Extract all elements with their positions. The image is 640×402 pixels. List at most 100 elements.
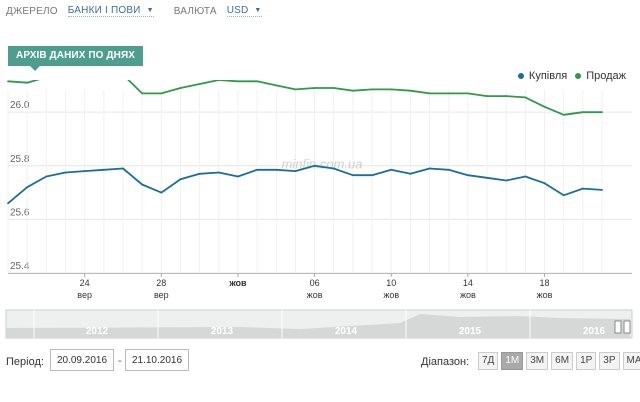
sell-rate-point	[543, 105, 546, 108]
currency-select[interactable]: USD ▼	[226, 5, 262, 17]
buy-rate-point	[64, 171, 67, 174]
range-button-4[interactable]: 1Р	[576, 352, 597, 370]
buy-rate-point	[543, 182, 546, 185]
watermark: minfin.com.ua	[282, 156, 363, 171]
sell-rate-point	[581, 111, 584, 114]
sell-rate-point	[256, 80, 258, 83]
currency-select-value: USD	[226, 5, 249, 16]
sell-rate-point	[7, 80, 9, 83]
sell-rate-point	[26, 81, 29, 84]
buy-rate-point	[332, 167, 335, 170]
buy-rate-point	[428, 167, 431, 170]
sell-rate-point	[217, 80, 220, 81]
buy-rate-point	[466, 174, 469, 177]
buy-rate-point	[562, 194, 565, 197]
y-tick-label: 25.4	[10, 261, 30, 272]
x-tick-day: 24	[80, 278, 90, 288]
range-button-6[interactable]: MAX	[622, 352, 640, 370]
y-tick-label: 25.6	[10, 207, 30, 218]
sell-rate-point	[352, 89, 354, 92]
sell-rate-point	[371, 88, 373, 91]
x-tick-month: вер	[77, 290, 92, 300]
buy-rate-point	[198, 172, 201, 175]
buy-rate-point	[313, 164, 316, 167]
sell-rate-point	[409, 89, 412, 92]
sell-rate-point	[486, 95, 488, 97]
legend-item-sell[interactable]: Продаж	[575, 70, 626, 82]
buy-rate-point	[141, 183, 144, 186]
x-tick-month: жов	[460, 290, 476, 300]
sell-rate-point	[562, 113, 565, 116]
source-select[interactable]: БАНКИ І ПОВИ ▼	[67, 5, 154, 17]
sell-rate-point	[237, 80, 239, 83]
buy-rate-point	[275, 168, 278, 171]
rate-chart: 25.4 25.6 25.8 26.0 24 вер 28 вер жов 06 жов 10 жов 1…	[5, 80, 633, 339]
x-tick-month: жов	[228, 278, 247, 288]
x-tick-day: 06	[310, 278, 320, 288]
sell-rate-point	[466, 92, 469, 95]
buy-rate-point	[45, 175, 48, 178]
sell-rate-point	[505, 95, 508, 97]
period-label: Період:	[6, 356, 44, 368]
buy-rate-point	[102, 168, 105, 171]
x-tick-month: жов	[307, 290, 323, 300]
source-label: ДЖЕРЕЛО	[6, 5, 58, 17]
x-tick-day: 28	[156, 278, 166, 288]
range-label: Діапазон:	[421, 356, 470, 368]
buy-rate-point	[237, 175, 239, 178]
buy-rate-point	[352, 174, 354, 177]
buy-rate-point	[505, 179, 508, 182]
buy-rate-point	[524, 175, 527, 178]
sell-rate-point	[198, 83, 201, 85]
x-tick-day: 10	[386, 278, 396, 288]
chevron-down-icon: ▼	[146, 7, 154, 14]
navigator-year-label: 2015	[459, 326, 482, 337]
source-select-value: БАНКИ І ПОВИ	[67, 5, 141, 16]
buy-rate-point	[486, 176, 488, 179]
date-separator: -	[118, 355, 122, 367]
legend-dot-sell	[575, 73, 582, 79]
range-buttons: 7Д1М3М6М1Р3РMAX	[478, 352, 640, 370]
buy-rate-point	[122, 167, 124, 170]
y-tick-label: 26.0	[10, 100, 30, 111]
buy-rate-point	[447, 168, 450, 171]
range-button-2[interactable]: 3М	[526, 352, 549, 370]
x-tick-day: 14	[463, 278, 473, 288]
sell-rate-point	[428, 92, 431, 95]
navigator-year-label: 2012	[86, 326, 109, 337]
buy-rate-point	[26, 186, 29, 189]
buy-rate-line	[7, 164, 603, 204]
sell-rate-point	[313, 87, 316, 89]
navigator-year-label: 2014	[335, 326, 358, 337]
sell-rate-point	[390, 88, 393, 91]
sell-rate-point	[160, 92, 163, 95]
date-from-input[interactable]: 20.09.2016	[50, 349, 114, 371]
buy-rate-point	[601, 189, 603, 191]
x-tick-day: 18	[540, 278, 550, 288]
range-button-0[interactable]: 7Д	[478, 352, 499, 370]
sell-rate-point	[332, 87, 335, 89]
chart-title-tag-pointer	[30, 66, 40, 71]
buy-rate-point	[371, 174, 373, 177]
range-button-1[interactable]: 1М	[501, 352, 524, 370]
sell-rate-point	[447, 92, 450, 95]
currency-label: ВАЛЮТА	[173, 5, 217, 17]
buy-rate-point	[294, 170, 297, 173]
date-to-input[interactable]: 21.10.2016	[125, 349, 189, 371]
legend-item-buy[interactable]: Купівля	[517, 70, 567, 82]
range-button-5[interactable]: 3Р	[599, 352, 620, 370]
sell-rate-point	[294, 88, 297, 91]
x-tick-month: вер	[154, 290, 169, 300]
x-tick-month: жов	[383, 290, 399, 300]
navigator-year-label: 2016	[583, 326, 606, 337]
x-tick-month: жов	[537, 290, 553, 300]
buy-rate-point	[256, 168, 258, 171]
chart-legend: Купівля Продаж	[510, 70, 626, 82]
navigator-handle-right	[623, 320, 631, 334]
buy-rate-point	[7, 202, 9, 205]
buy-rate-point	[217, 171, 220, 174]
navigator-handle-left	[614, 320, 622, 334]
legend-dot-buy	[517, 73, 524, 79]
buy-rate-point	[390, 168, 393, 171]
range-button-3[interactable]: 6М	[551, 352, 574, 370]
